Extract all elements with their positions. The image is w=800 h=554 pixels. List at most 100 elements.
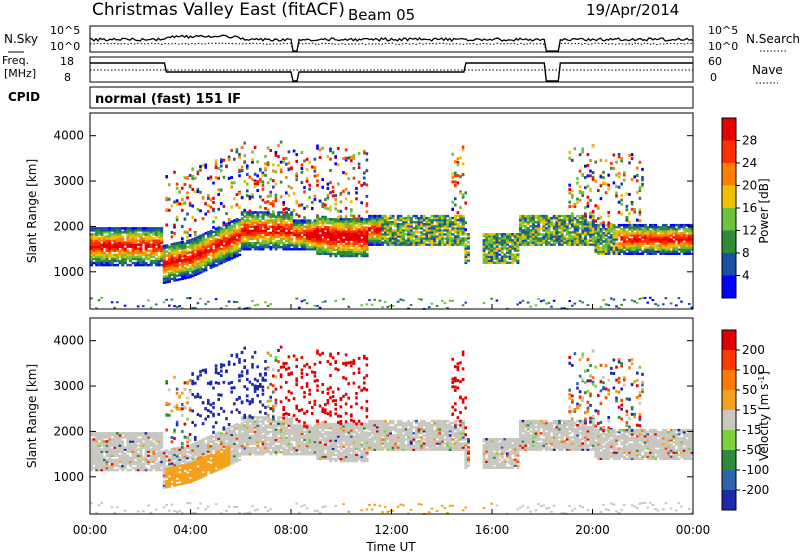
- power-cell: [508, 241, 512, 244]
- power-cell: [617, 210, 621, 214]
- velocity-cell: [196, 467, 200, 470]
- power-cell: [251, 245, 255, 249]
- power-cell: [672, 232, 676, 235]
- power-cell: [204, 232, 208, 235]
- power-cell: [690, 236, 694, 239]
- velocity-cell: [191, 475, 195, 479]
- power-cell: [134, 237, 138, 240]
- power-cell: [576, 214, 580, 218]
- power-cell: [636, 166, 639, 170]
- power-cell: [300, 237, 304, 241]
- power-cell: [373, 298, 376, 301]
- power-cell: [425, 237, 429, 240]
- power-cell: [347, 220, 351, 223]
- power-cell: [165, 254, 169, 257]
- power-cell: [435, 229, 439, 232]
- power-cell: [615, 184, 618, 188]
- power-cell: [181, 198, 184, 202]
- power-cell: [295, 221, 299, 224]
- power-cell: [227, 254, 231, 257]
- power-cell: [396, 223, 400, 226]
- power-cell: [381, 229, 385, 232]
- power-cell: [149, 253, 153, 257]
- power-cell: [461, 243, 465, 246]
- velocity-cell: [136, 434, 140, 437]
- power-cell: [370, 243, 374, 246]
- velocity-cell: [155, 438, 158, 441]
- power-cell: [376, 233, 379, 236]
- power-cell: [207, 209, 210, 213]
- velocity-cell: [126, 458, 130, 462]
- power-cell: [555, 218, 559, 222]
- power-cell: [547, 235, 551, 238]
- velocity-cell: [165, 485, 169, 489]
- power-cell: [183, 230, 187, 234]
- velocity-cell: [113, 446, 117, 449]
- power-cell: [581, 237, 585, 240]
- power-cell: [209, 254, 213, 257]
- power-cell: [225, 247, 229, 250]
- power-cell: [646, 252, 650, 255]
- power-cell: [123, 255, 127, 259]
- nave-label: Nave: [752, 63, 783, 77]
- velocity-cell: [129, 434, 132, 437]
- power-cell: [513, 243, 517, 246]
- power-cell: [152, 231, 156, 234]
- power-cell: [194, 242, 197, 246]
- power-cell: [456, 237, 460, 240]
- velocity-cell: [173, 453, 177, 457]
- power-cell: [233, 249, 236, 253]
- power-cell: [209, 246, 213, 249]
- velocity-cell: [165, 380, 168, 384]
- velocity-cell: [157, 450, 161, 453]
- power-cell: [435, 235, 439, 238]
- power-cell: [599, 248, 603, 251]
- power-cell: [633, 207, 636, 211]
- power-cell: [136, 249, 140, 253]
- power-cell: [459, 239, 463, 242]
- power-cell: [149, 227, 153, 230]
- power-cell: [196, 239, 200, 243]
- power-cell: [461, 239, 465, 242]
- power-cell: [321, 230, 325, 233]
- power-cell: [131, 245, 135, 248]
- power-cell: [261, 215, 265, 218]
- power-cell: [227, 225, 231, 229]
- power-cell: [409, 243, 413, 246]
- velocity-cell: [110, 454, 114, 458]
- power-cell: [274, 170, 278, 174]
- power-cell: [103, 243, 106, 246]
- power-cell: [420, 235, 424, 238]
- power-cell: [342, 240, 346, 243]
- power-cell: [147, 263, 151, 267]
- power-cell: [230, 255, 234, 258]
- velocity-cell: [142, 436, 145, 439]
- power-cell: [308, 160, 311, 164]
- power-cell: [274, 182, 278, 186]
- velocity-cell: [90, 456, 93, 460]
- power-cell: [233, 247, 236, 251]
- power-cell: [443, 220, 447, 224]
- power-cell: [337, 234, 340, 237]
- power-cell: [160, 245, 164, 248]
- velocity-cell: [90, 450, 93, 453]
- velocity-cell: [105, 466, 109, 470]
- power-cell: [253, 225, 257, 228]
- power-cell: [508, 245, 512, 248]
- power-cell: [191, 240, 195, 243]
- power-cell: [196, 172, 200, 176]
- power-cell: [344, 218, 348, 221]
- power-cell: [90, 229, 93, 232]
- power-cell: [508, 251, 512, 254]
- power-cell: [363, 234, 366, 237]
- power-cell: [326, 221, 330, 225]
- power-cell: [347, 156, 350, 160]
- power-cell: [173, 252, 177, 256]
- power-cell: [129, 245, 132, 248]
- power-cell: [95, 229, 99, 232]
- power-cell: [225, 224, 229, 228]
- power-cell: [669, 250, 673, 253]
- velocity-cell: [155, 458, 158, 462]
- velocity-cell: [188, 474, 192, 478]
